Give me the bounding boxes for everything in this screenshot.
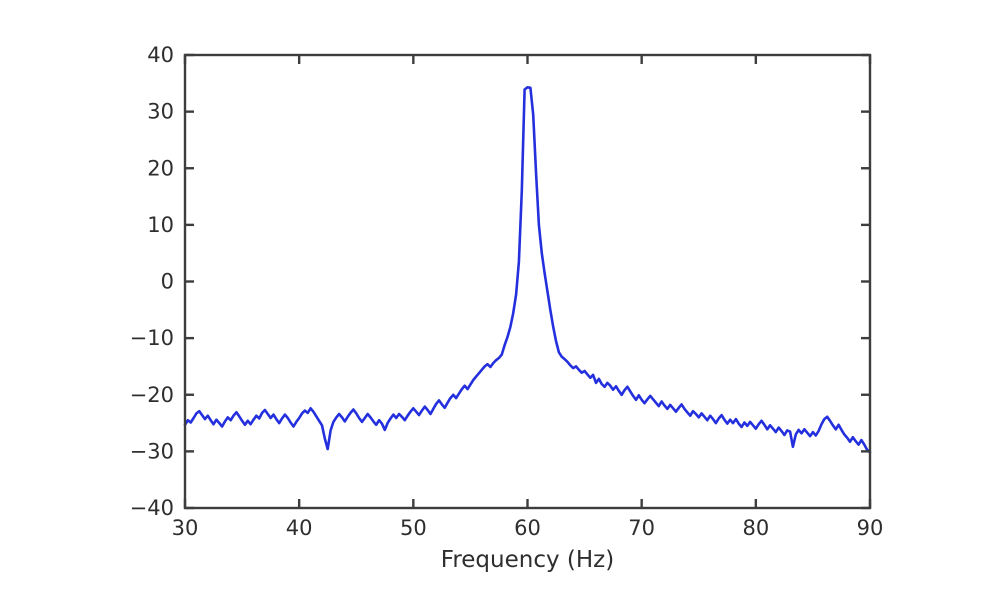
y-tick-label: 40 (147, 43, 174, 67)
y-tick-label: −30 (130, 439, 174, 463)
x-tick-label: 40 (286, 516, 313, 540)
y-tick-label: −40 (130, 496, 174, 520)
x-tick-label: 60 (514, 516, 541, 540)
spectrum-line (183, 86, 872, 454)
y-tick-label: 10 (147, 213, 174, 237)
tick-label-layer: 30 40 50 60 70 80 90 −40 −30 −20 −10 0 10 20 30 40 (130, 43, 884, 540)
y-tick-label: −20 (130, 383, 174, 407)
series-layer (183, 86, 872, 454)
y-tick-label: −10 (130, 326, 174, 350)
plot-frame (183, 53, 872, 510)
x-tick-label: 70 (628, 516, 655, 540)
y-tick-label: 0 (161, 270, 174, 294)
x-tick-label: 30 (172, 516, 199, 540)
y-tick-label: 20 (147, 156, 174, 180)
y-tick-label: 30 (147, 100, 174, 124)
x-tick-label: 90 (857, 516, 884, 540)
x-axis-title: Frequency (Hz) (441, 547, 614, 573)
axes-layer (183, 53, 872, 510)
x-tick-label: 50 (400, 516, 427, 540)
x-tick-label: 80 (742, 516, 769, 540)
